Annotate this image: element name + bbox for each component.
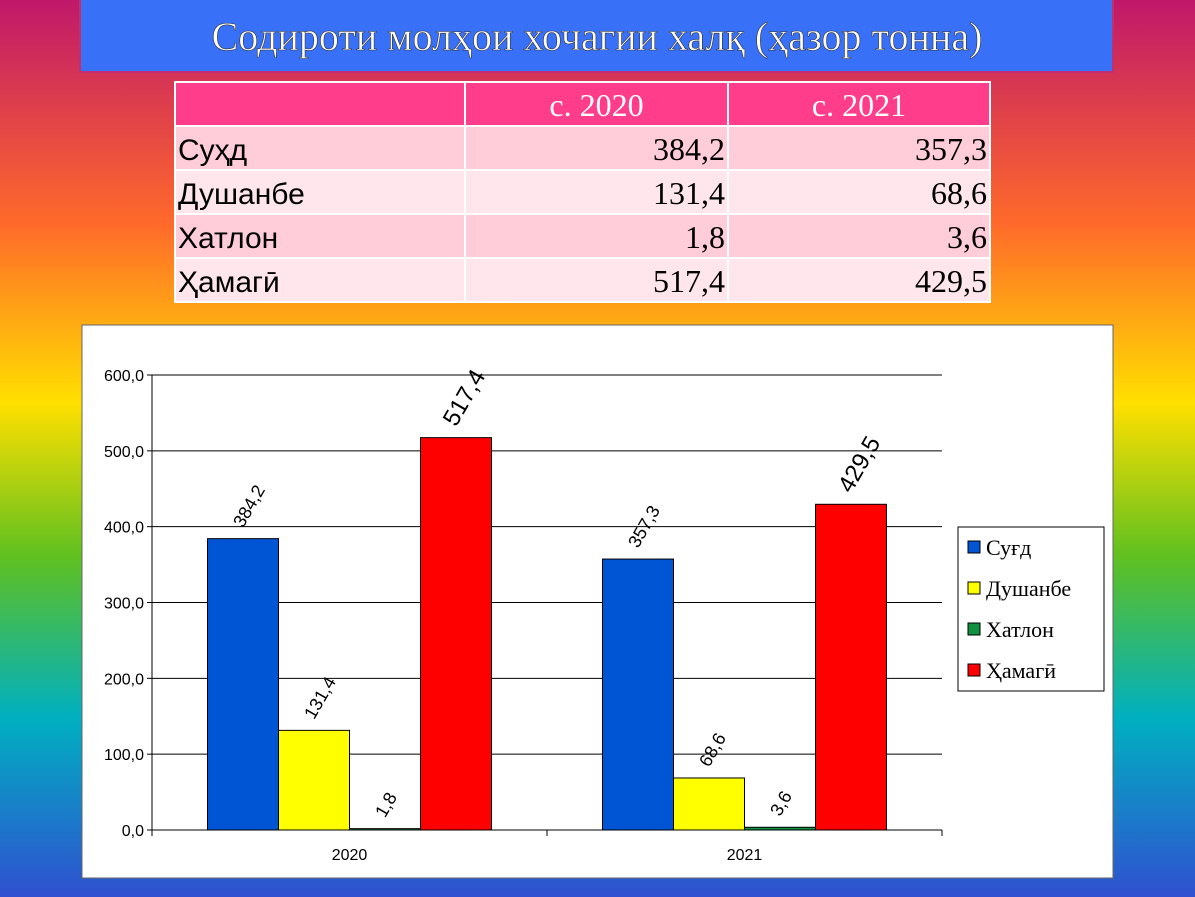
- table: с. 2020 с. 2021 Суҳд 384,2 357,3 Душанбе 131,4…: [174, 81, 991, 303]
- legend-label: Ҳамагӣ: [986, 658, 1056, 683]
- table-value: 384,2: [653, 131, 725, 167]
- bar: [673, 777, 745, 831]
- table-cell: [727, 257, 991, 303]
- row-label: Ҳамагӣ: [178, 266, 280, 299]
- bar: [815, 503, 887, 831]
- legend-swatch: [967, 663, 981, 677]
- table-cell: [727, 169, 991, 215]
- chart: 0,0100,0200,0300,0400,0500,0600,02020384…: [104, 365, 1105, 864]
- table-value: 68,6: [931, 175, 987, 211]
- x-tick-label: 2020: [332, 847, 368, 864]
- table-value: 3,6: [947, 219, 987, 255]
- y-tick-label: 0,0: [122, 823, 144, 840]
- legend-label: Хатлон: [986, 617, 1054, 642]
- column-header: с. 2021: [812, 87, 906, 123]
- bar: [744, 826, 816, 831]
- table-cell: [727, 81, 991, 127]
- table-cell: [464, 257, 729, 303]
- y-tick-label: 500,0: [104, 444, 144, 461]
- table-cell: [174, 81, 466, 127]
- table-cell: [727, 125, 991, 171]
- y-tick-label: 100,0: [104, 747, 144, 764]
- table-value: 131,4: [653, 175, 725, 211]
- bar: [420, 437, 492, 831]
- bar: [278, 729, 350, 831]
- y-tick-label: 300,0: [104, 596, 144, 613]
- row-label: Душанбе: [178, 178, 305, 211]
- row-label: Хатлон: [178, 222, 278, 255]
- legend-swatch: [967, 622, 981, 636]
- title: Содироти молҳои хочагии халқ (ҳазор тонн…: [212, 14, 983, 59]
- y-tick-label: 600,0: [104, 368, 144, 385]
- column-header: с. 2020: [549, 87, 643, 123]
- row-label: Суҳд: [178, 134, 247, 167]
- table-cell: [727, 213, 991, 259]
- legend-swatch: [967, 540, 981, 554]
- legend-label: Суғд: [986, 535, 1031, 560]
- table-value: 357,3: [915, 131, 987, 167]
- legend-label: Душанбе: [986, 576, 1071, 601]
- legend-box: [957, 526, 1105, 692]
- legend-swatch: [967, 581, 981, 595]
- table-cell: [174, 169, 466, 215]
- bar: [207, 538, 279, 831]
- bar: [602, 558, 674, 831]
- title-box: [79, 0, 1114, 73]
- table-value: 1,8: [685, 219, 725, 255]
- bar: [349, 828, 421, 831]
- y-tick-label: 200,0: [104, 671, 144, 688]
- table-value: 517,4: [653, 263, 725, 299]
- table-cell: [174, 125, 466, 171]
- table-value: 429,5: [915, 263, 987, 299]
- y-tick-label: 400,0: [104, 520, 144, 537]
- x-tick-label: 2021: [727, 847, 763, 864]
